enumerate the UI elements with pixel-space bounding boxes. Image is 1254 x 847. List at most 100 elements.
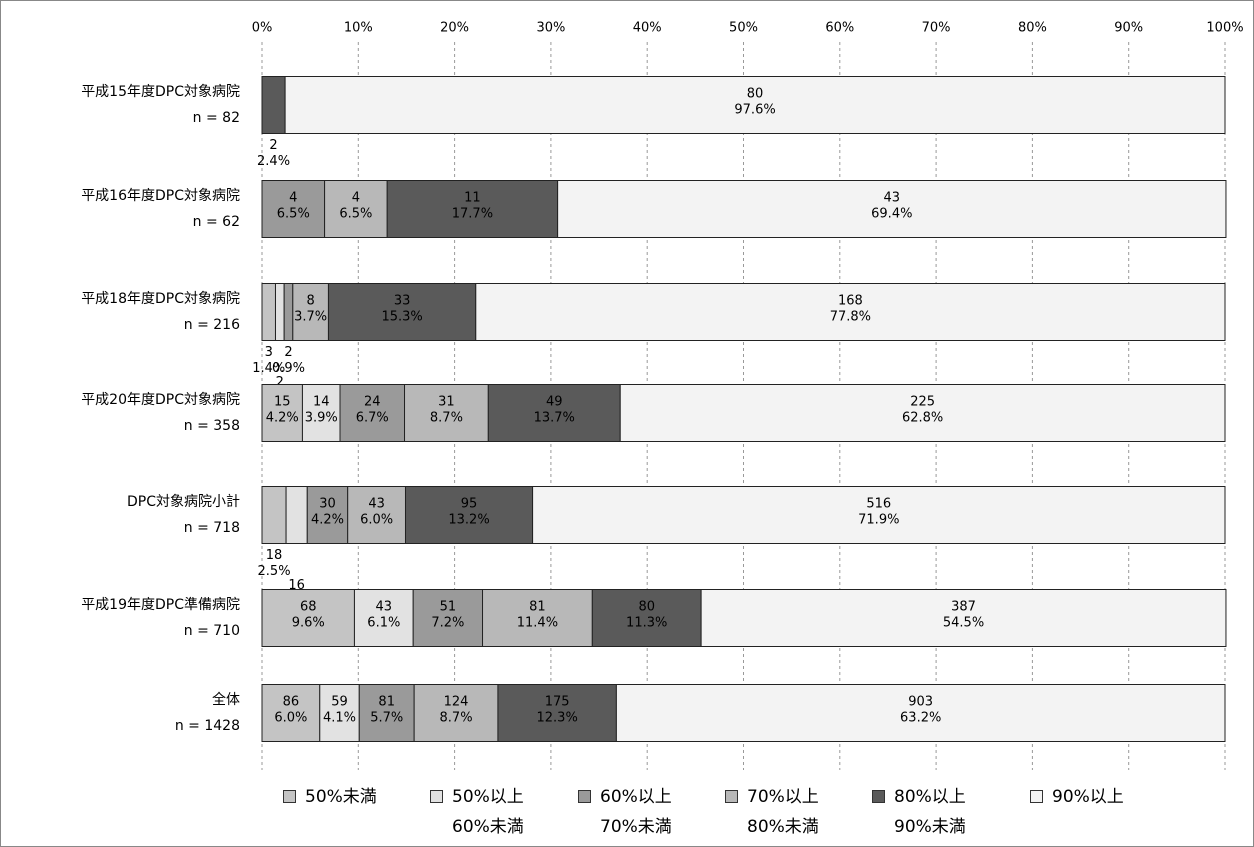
value-label: 69.4% — [871, 207, 912, 222]
legend-swatch — [872, 790, 885, 803]
bar-segment — [532, 486, 1226, 544]
category-label: 平成18年度DPC対象病院 — [81, 291, 240, 307]
bar-segment — [475, 283, 1226, 341]
count-label: 4 — [352, 191, 360, 206]
bar-segment — [404, 384, 489, 442]
value-label: 6.0% — [274, 711, 307, 726]
bar-segment — [261, 589, 355, 647]
value-label: 97.6% — [734, 103, 775, 118]
value-label: 8.7% — [430, 411, 463, 426]
count-label: 4 — [289, 191, 297, 206]
value-label: 11.3% — [626, 616, 667, 631]
legend-entry: 60%以上 70%未満 — [578, 782, 672, 842]
count-label: 80 — [638, 600, 655, 615]
value-label: 6.5% — [339, 207, 372, 222]
legend-entry: 50%以上 60%未満 — [430, 782, 524, 842]
bar-segment — [261, 486, 287, 544]
count-label: 81 — [378, 695, 395, 710]
value-label: 5.7% — [370, 711, 403, 726]
bar-segment — [412, 589, 484, 647]
count-label: 51 — [440, 600, 457, 615]
legend-entry: 70%以上 80%未満 — [725, 782, 819, 842]
count-label: 43 — [376, 600, 393, 615]
category-label: 平成19年度DPC準備病院 — [81, 597, 240, 613]
count-label: 225 — [910, 395, 935, 410]
bar-segment — [615, 684, 1226, 742]
value-label: 54.5% — [943, 616, 984, 631]
x-tick-label: 70% — [922, 21, 951, 36]
count-label: 43 — [884, 191, 901, 206]
value-label: 4.1% — [323, 711, 356, 726]
bar-segment — [358, 684, 415, 742]
bar-segment — [261, 76, 286, 134]
legend-swatch — [725, 790, 738, 803]
value-label: 71.9% — [858, 513, 899, 528]
legend-label: 50%以上 60%未満 — [452, 787, 524, 837]
x-tick-label: 40% — [633, 21, 662, 36]
bar-segment — [292, 283, 329, 341]
category-label: 平成16年度DPC対象病院 — [81, 188, 240, 204]
value-label: 62.8% — [902, 411, 943, 426]
x-tick-label: 90% — [1114, 21, 1143, 36]
value-label: 63.2% — [900, 711, 941, 726]
x-tick-label: 100% — [1206, 21, 1243, 36]
x-tick-label: 20% — [440, 21, 469, 36]
count-label: 95 — [461, 497, 478, 512]
bar-segment — [319, 684, 360, 742]
count-label: 124 — [444, 695, 469, 710]
count-label: 11 — [464, 191, 481, 206]
count-label: 81 — [529, 600, 546, 615]
category-label: n = 1428 — [175, 718, 240, 734]
count-label: 168 — [838, 294, 863, 309]
legend-label: 60%以上 70%未満 — [600, 787, 672, 837]
bar-segment — [261, 283, 276, 341]
x-tick-label: 10% — [344, 21, 373, 36]
category-label: 平成15年度DPC対象病院 — [81, 84, 240, 100]
bar-segment — [619, 384, 1226, 442]
count-label: 68 — [300, 600, 317, 615]
bar-segment — [353, 589, 414, 647]
bar-segment — [283, 283, 294, 341]
legend-entry: 80%以上 90%未満 — [872, 782, 966, 842]
bar-segment — [339, 384, 406, 442]
value-label: 0.9% — [272, 361, 305, 376]
category-label: n = 216 — [184, 317, 240, 333]
count-label: 3 — [265, 345, 273, 360]
bar-segment — [487, 384, 621, 442]
bar-segment — [324, 180, 388, 238]
value-label: 13.2% — [448, 513, 489, 528]
value-label: 2.5% — [258, 564, 291, 579]
x-tick-label: 30% — [536, 21, 565, 36]
count-label: 43 — [368, 497, 385, 512]
count-label: 2 — [269, 138, 277, 153]
category-label: n = 82 — [193, 110, 240, 126]
count-label: 31 — [438, 395, 455, 410]
legend-entry: 90%以上 — [1030, 782, 1124, 812]
category-label: DPC対象病院小計 — [127, 494, 240, 510]
category-label: n = 358 — [184, 418, 240, 434]
count-label: 2 — [276, 375, 284, 390]
count-label: 24 — [364, 395, 381, 410]
category-label: 全体 — [212, 691, 240, 708]
count-label: 15 — [274, 395, 291, 410]
category-label: n = 710 — [184, 623, 240, 639]
count-label: 80 — [747, 87, 764, 102]
x-tick-label: 80% — [1018, 21, 1047, 36]
bar-segment — [386, 180, 559, 238]
value-label: 2.4% — [257, 154, 290, 169]
count-label: 8 — [306, 294, 314, 309]
bar-segment — [285, 486, 308, 544]
legend-swatch — [430, 790, 443, 803]
bar-segment — [301, 384, 341, 442]
count-label: 2 — [284, 345, 292, 360]
legend-entry: 50%未満 — [283, 782, 377, 812]
bar-segment — [284, 76, 1226, 134]
count-label: 175 — [545, 695, 570, 710]
bar-segment — [413, 684, 499, 742]
bar-segment — [327, 283, 477, 341]
bar-segment — [482, 589, 593, 647]
value-label: 7.2% — [431, 616, 464, 631]
bar-segment — [274, 283, 285, 341]
